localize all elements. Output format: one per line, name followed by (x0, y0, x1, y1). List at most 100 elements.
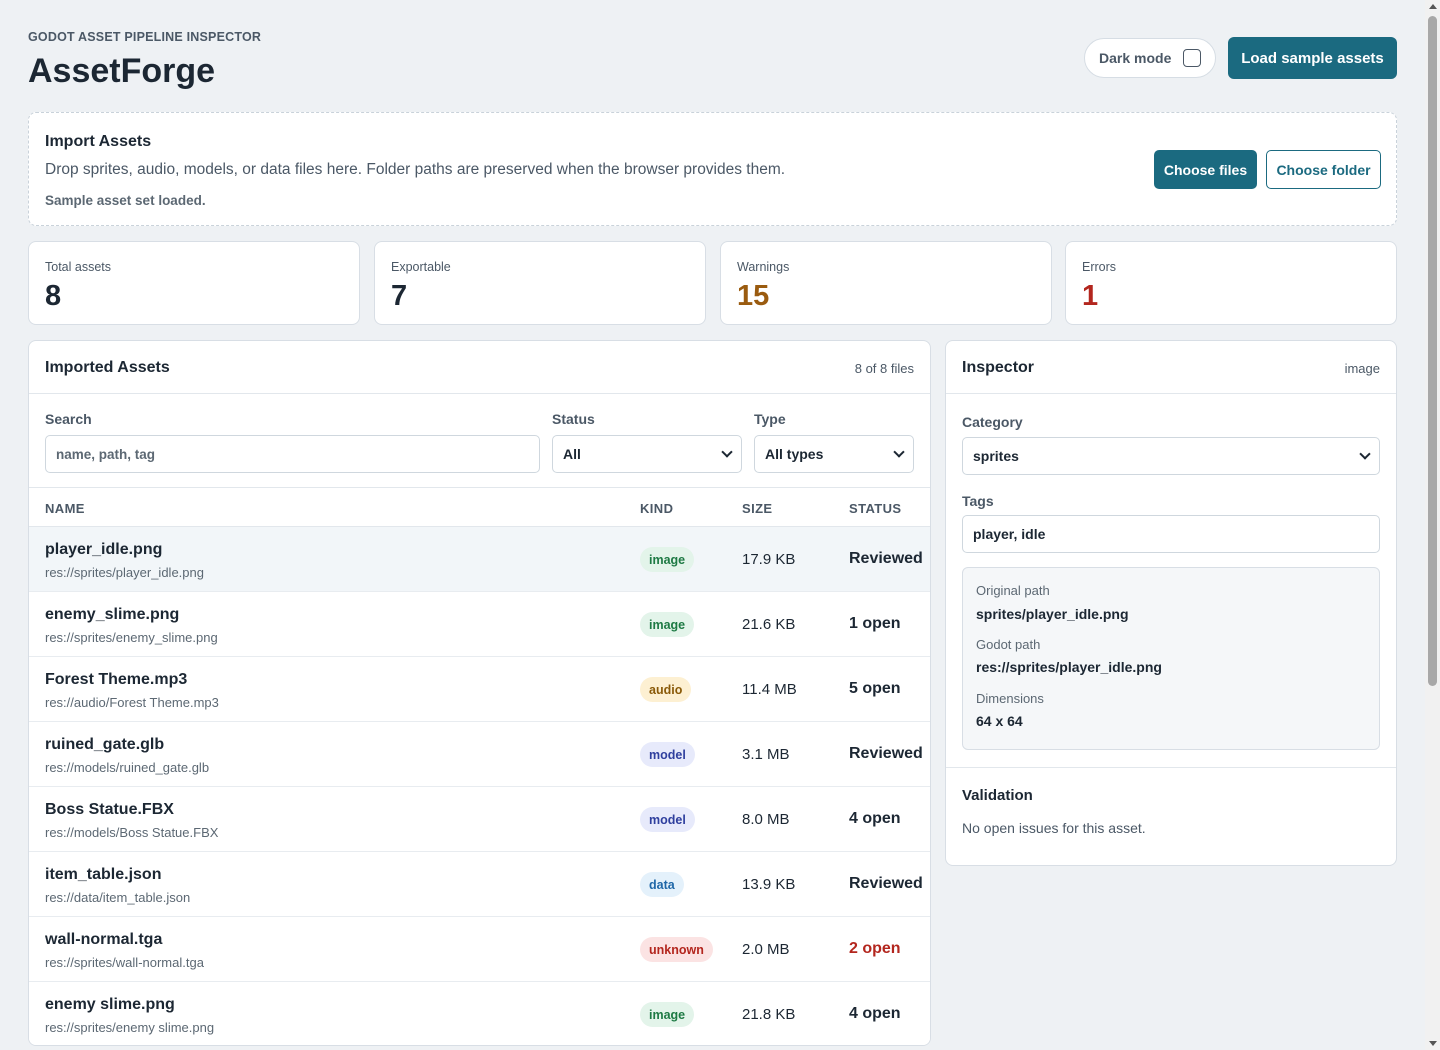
tags-input[interactable]: player, idle (962, 515, 1380, 553)
stat-value: 15 (737, 280, 770, 312)
detail-label-original-path: Original path (976, 583, 1050, 598)
app-eyebrow: GODOT ASSET PIPELINE INSPECTOR (28, 30, 262, 44)
asset-status: Reviewed (849, 875, 923, 892)
choose-files-button[interactable]: Choose files (1154, 150, 1257, 189)
inspector-kind: image (1344, 361, 1380, 376)
asset-details: Original path sprites/player_idle.png Go… (962, 567, 1380, 750)
stat-value: 8 (45, 280, 62, 312)
validation-title: Validation (962, 787, 1033, 804)
asset-path: res://sprites/enemy slime.png (45, 1020, 215, 1035)
asset-size: 21.8 KB (742, 1006, 796, 1023)
asset-name: player_idle.png (45, 541, 163, 558)
chevron-down-icon (721, 446, 733, 458)
load-sample-assets-button[interactable]: Load sample assets (1228, 37, 1397, 79)
asset-name: Forest Theme.mp3 (45, 671, 188, 688)
status-filter-label: Status (552, 411, 595, 427)
app-page: GODOT ASSET PIPELINE INSPECTOR AssetForg… (28, 0, 1397, 1050)
page-scrollbar[interactable] (1425, 0, 1440, 1050)
choose-folder-button[interactable]: Choose folder (1266, 150, 1381, 189)
stat-card-total: Total assets 8 (28, 241, 360, 325)
tags-label: Tags (962, 493, 994, 509)
asset-path: res://sprites/player_idle.png (45, 565, 204, 580)
asset-name: enemy_slime.png (45, 606, 180, 623)
category-select[interactable]: sprites (962, 437, 1380, 475)
chevron-down-icon (893, 446, 905, 458)
scroll-down-arrow-icon[interactable] (1429, 1041, 1437, 1046)
dark-mode-toggle[interactable]: Dark mode (1084, 38, 1216, 78)
table-row[interactable]: ruined_gate.glb res://models/ruined_gate.… (29, 722, 930, 787)
app-title: AssetForge (28, 52, 216, 90)
column-header-kind[interactable]: KIND (640, 501, 674, 516)
asset-size: 8.0 MB (742, 811, 790, 828)
kind-badge: audio (640, 677, 692, 702)
type-filter-value: All types (765, 446, 824, 462)
stat-label: Errors (1082, 260, 1117, 274)
asset-name: item_table.json (45, 866, 162, 883)
stat-card-warnings: Warnings 15 (720, 241, 1052, 325)
asset-path: res://sprites/enemy_slime.png (45, 630, 218, 645)
table-row[interactable]: player_idle.png res://sprites/player_idle… (29, 527, 930, 592)
inspector-panel: Inspector image Category sprites Tags pl… (945, 340, 1397, 866)
table-row[interactable]: Forest Theme.mp3 res://audio/Forest Theme… (29, 657, 930, 722)
kind-badge: image (640, 612, 695, 637)
column-header-size[interactable]: SIZE (742, 501, 773, 516)
asset-name: enemy slime.png (45, 996, 175, 1013)
table-row[interactable]: Boss Statue.FBX res://models/Boss Statue.… (29, 787, 930, 852)
table-row[interactable]: wall-normal.tga res://sprites/wall-normal… (29, 917, 930, 982)
dark-mode-checkbox[interactable] (1183, 49, 1202, 67)
chevron-down-icon (1359, 448, 1371, 460)
detail-value-godot-path: res://sprites/player_idle.png (976, 659, 1162, 675)
detail-label-godot-path: Godot path (976, 637, 1041, 652)
asset-size: 11.4 MB (742, 681, 797, 698)
search-input[interactable]: name, path, tag (45, 435, 540, 473)
table-row[interactable]: enemy_slime.png res://sprites/enemy_slime… (29, 592, 930, 657)
inspector-divider (946, 767, 1396, 768)
assets-file-count: 8 of 8 files (854, 361, 914, 376)
asset-size: 21.6 KB (742, 616, 796, 633)
stat-label: Total assets (45, 260, 112, 274)
asset-status: 4 open (849, 1005, 901, 1022)
scrollbar-thumb[interactable] (1428, 16, 1437, 686)
import-dropzone[interactable]: Import Assets Drop sprites, audio, model… (28, 112, 1397, 226)
kind-badge: data (640, 872, 684, 897)
asset-name: ruined_gate.glb (45, 736, 165, 753)
dark-mode-label: Dark mode (1099, 50, 1172, 66)
inspector-header: Inspector image (946, 341, 1396, 394)
table-header: NAME KIND SIZE STATUS (29, 488, 930, 527)
stat-label: Warnings (737, 260, 790, 274)
table-row[interactable]: enemy slime.png res://sprites/enemy slime… (29, 982, 930, 1045)
type-filter-label: Type (754, 411, 786, 427)
search-label: Search (45, 411, 92, 427)
assets-panel-title: Imported Assets (45, 359, 170, 376)
stat-value: 1 (1082, 280, 1099, 312)
type-filter-select[interactable]: All types (754, 435, 914, 473)
asset-path: res://sprites/wall-normal.tga (45, 955, 204, 970)
stat-card-exportable: Exportable 7 (374, 241, 706, 325)
asset-size: 13.9 KB (742, 876, 796, 893)
asset-status: 5 open (849, 680, 901, 697)
assets-panel-header: Imported Assets 8 of 8 files (29, 341, 930, 394)
import-status: Sample asset set loaded. (45, 193, 206, 208)
import-description: Drop sprites, audio, models, or data fil… (45, 161, 786, 178)
asset-status: Reviewed (849, 550, 923, 567)
asset-name: wall-normal.tga (45, 931, 163, 948)
kind-badge: model (640, 742, 695, 767)
asset-status: 4 open (849, 810, 901, 827)
status-filter-value: All (563, 446, 581, 462)
kind-badge: image (640, 1002, 695, 1027)
column-header-name[interactable]: NAME (45, 501, 85, 516)
scroll-up-arrow-icon[interactable] (1429, 4, 1437, 9)
kind-badge: model (640, 807, 695, 832)
detail-value-dimensions: 64 x 64 (976, 713, 1023, 729)
kind-badge: unknown (640, 937, 713, 962)
asset-path: res://audio/Forest Theme.mp3 (45, 695, 219, 710)
asset-path: res://models/ruined_gate.glb (45, 760, 210, 775)
column-header-status[interactable]: STATUS (849, 501, 902, 516)
asset-path: res://models/Boss Statue.FBX (45, 825, 219, 840)
category-label: Category (962, 414, 1023, 430)
import-title: Import Assets (45, 133, 152, 150)
tags-value: player, idle (973, 526, 1046, 542)
asset-status: 2 open (849, 940, 901, 957)
status-filter-select[interactable]: All (552, 435, 742, 473)
table-row[interactable]: item_table.json res://data/item_table.jso… (29, 852, 930, 917)
